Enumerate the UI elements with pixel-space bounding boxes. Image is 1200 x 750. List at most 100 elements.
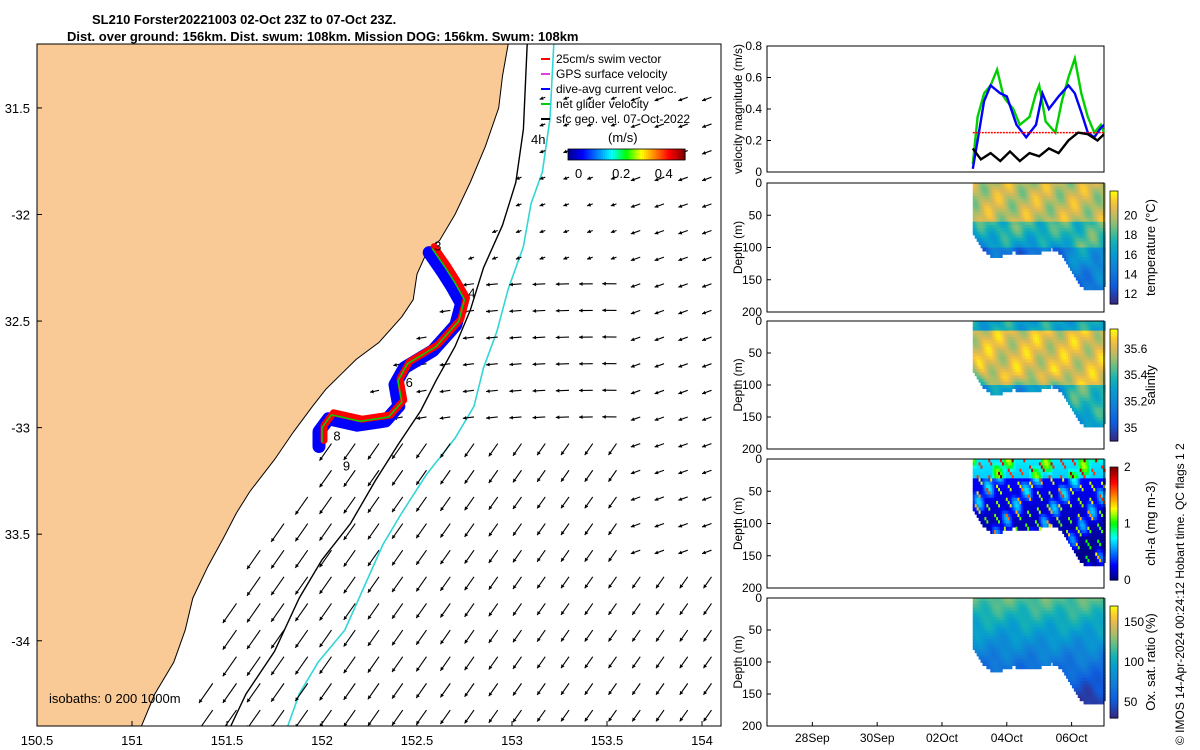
- oxygen-ytick-2: 100: [742, 655, 762, 669]
- time-tick-0: 28Sep: [795, 731, 830, 745]
- swim-vector-track: [320, 243, 470, 444]
- oxygen-ytick-0: 0: [755, 591, 762, 605]
- velocity-series-0: [971, 53, 1106, 165]
- map-xtick-6: 153.5: [591, 733, 624, 748]
- map-ytick-3: -33: [11, 421, 30, 436]
- oxygen-ctick-0: 50: [1124, 695, 1138, 709]
- day-label-9: 9: [343, 458, 350, 473]
- temperature-ytick-1: 50: [749, 208, 763, 222]
- temperature-ytick-2: 100: [742, 241, 762, 255]
- legend-label-1: GPS surface velocity: [556, 67, 667, 81]
- velocity-ytick-2: 0.4: [745, 102, 762, 116]
- oxygen-ytick-3: 150: [742, 687, 762, 701]
- chl-a-ctick-0: 0: [1124, 573, 1131, 587]
- temperature-ctick-3: 18: [1124, 228, 1138, 242]
- temperature-ctick-1: 14: [1124, 268, 1138, 282]
- salinity-ctick-2: 35.4: [1124, 368, 1148, 382]
- map-frame: [36, 43, 722, 727]
- temperature-ylabel: Depth (m): [731, 221, 745, 274]
- temperature-ytick-0: 0: [755, 176, 762, 190]
- salinity-ylabel: Depth (m): [731, 358, 745, 411]
- temperature-ytick-3: 150: [742, 273, 762, 287]
- salinity-ctick-1: 35.2: [1124, 394, 1148, 408]
- section-panel-temperature: 0 50 100 150 200 Depth (m) 12 14 16 18 20 temperatu…: [731, 176, 1158, 319]
- oxygen-ylabel: Depth (m): [731, 635, 745, 688]
- map-xtick-4: 152.5: [401, 733, 434, 748]
- day-label-3: 3: [434, 239, 441, 254]
- chl-a-ylabel: Depth (m): [731, 497, 745, 550]
- salinity-ctick-3: 35.6: [1124, 342, 1148, 356]
- map-ytick-4: 33.5: [5, 527, 30, 542]
- velocity-ytick-4: 0.8: [745, 39, 762, 53]
- temperature-ctick-2: 16: [1124, 248, 1138, 262]
- legend-label-0: 25cm/s swim vector: [556, 52, 661, 66]
- colorbar-tick-0: 0: [575, 166, 582, 181]
- salinity-colorbar: 35 35.2 35.4 35.6 salinity: [1109, 328, 1158, 442]
- map-xtick-7: 154: [691, 733, 713, 748]
- salinity-ytick-3: 150: [742, 410, 762, 424]
- isobath-1000m: [287, 44, 555, 726]
- chl-a-clabel: chl-a (mg m-3): [1143, 481, 1158, 566]
- colorbar-tick-2: 0.4: [655, 166, 673, 181]
- chart-title-line2: Dist. over ground: 156km. Dist. swum: 10…: [67, 29, 579, 44]
- temperature-cells: [972, 183, 1106, 291]
- time-tick-1: 30Sep: [860, 731, 895, 745]
- current-arrows: [198, 96, 712, 726]
- time-tick-4: 06Oct: [1056, 731, 1089, 745]
- isobath-200m: [230, 44, 528, 726]
- chl-a-ytick-3: 150: [742, 549, 762, 563]
- velocity-series-3: [971, 131, 1105, 163]
- map-ytick-1: -32: [11, 208, 30, 223]
- chl-a-ytick-2: 100: [742, 517, 762, 531]
- temperature-clabel: temperature (°C): [1143, 199, 1158, 296]
- velocity-ytick-1: 0.2: [745, 134, 762, 148]
- map-xtick-2: 151.5: [211, 733, 244, 748]
- map-ytick-5: -34: [11, 634, 30, 649]
- isobath-annotation: isobaths: 0 200 1000m: [49, 691, 181, 706]
- section-panel-chl-a: 0 50 100 150 200 Depth (m) 0 1 2 chl-a (mg m-3): [731, 452, 1158, 595]
- land-polygon: [37, 44, 509, 726]
- time-tick-2: 02Oct: [926, 731, 959, 745]
- colorbar-unit-label: (m/s): [608, 130, 638, 145]
- salinity-ytick-0: 0: [755, 314, 762, 328]
- chl-a-colorbar: 0 1 2 chl-a (mg m-3): [1109, 460, 1158, 587]
- oxygen-clabel: Ox. sat. ratio (%): [1143, 613, 1158, 711]
- velocity-frame: [766, 45, 1105, 173]
- net-glider-track: [321, 248, 466, 443]
- chl-a-ytick-4: 200: [742, 581, 762, 595]
- chl-a-ctick-2: 2: [1124, 460, 1131, 474]
- map-xtick-0: 150.5: [21, 733, 54, 748]
- velocity-ylabel: velocity magnitude (m/s): [731, 44, 745, 174]
- map-ytick-2: 32.5: [5, 314, 30, 329]
- oxygen-cells: [972, 598, 1106, 705]
- chl-a-ctick-1: 1: [1124, 517, 1131, 531]
- legend-label-4: sfc geo. vel. 07-Oct-2022: [556, 112, 690, 126]
- chl-a-ytick-1: 50: [749, 484, 763, 498]
- time-tick-3: 04Oct: [991, 731, 1024, 745]
- map-xtick-3: 152: [311, 733, 333, 748]
- salinity-ytick-4: 200: [742, 442, 762, 456]
- day-label-6: 6: [406, 375, 413, 390]
- chl-a-ytick-0: 0: [755, 452, 762, 466]
- oxygen-ctick-1: 100: [1124, 655, 1144, 669]
- colorbar-tick-1: 0.2: [612, 166, 630, 181]
- salinity-ctick-0: 35: [1124, 421, 1138, 435]
- day-label-4h: 4h: [531, 132, 545, 147]
- day-label-8: 8: [333, 428, 340, 443]
- salinity-clabel: salinity: [1143, 365, 1158, 405]
- salinity-ytick-1: 50: [749, 346, 763, 360]
- day-label-4: 4: [468, 286, 475, 301]
- legend-label-3: net glider velocity: [556, 97, 649, 111]
- temperature-ctick-0: 12: [1124, 287, 1138, 301]
- map-ytick-0: 31.5: [5, 101, 30, 116]
- salinity-ytick-2: 100: [742, 378, 762, 392]
- map-colorbar: (m/s) 0 0.2 0.4: [567, 130, 686, 181]
- section-panel-salinity: 0 50 100 150 200 Depth (m) 35 35.2 35.4 35.6 salin…: [731, 314, 1158, 456]
- oxygen-ctick-2: 150: [1124, 615, 1144, 629]
- velocity-ytick-3: 0.6: [745, 71, 762, 85]
